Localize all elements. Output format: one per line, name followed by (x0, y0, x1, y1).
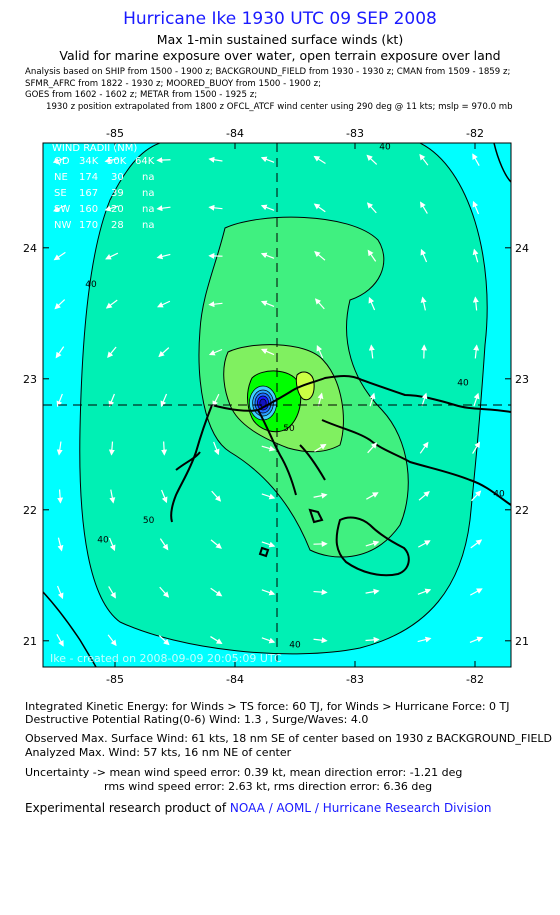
wind-radii-row-ne-64k: na (142, 172, 154, 183)
wind-radii-header-qd: QD (54, 156, 70, 167)
wind-radii-row-nw-64k: na (142, 220, 154, 231)
creation-watermark: Ike - created on 2008-09-09 20:05:09 UTC (50, 652, 282, 665)
x-tick-label-bottom: -85 (106, 673, 124, 686)
wind-radii-header-34k: 34K (79, 156, 99, 167)
contour-label: 40 (289, 640, 301, 650)
x-tick-label-top: -82 (466, 127, 484, 140)
y-tick-label-right: 24 (515, 242, 529, 255)
analyzed-max-wind-line: Analyzed Max. Wind: 57 kts, 16 nm NE of … (25, 746, 291, 759)
uncertainty-rms-line: rms wind speed error: 2.63 kt, rms direc… (104, 780, 432, 793)
wind-radii-row-se-50k: 39 (111, 188, 124, 199)
wind-radii-row-ne-34k: 174 (79, 172, 98, 183)
contour-label: 50 (283, 424, 295, 434)
y-tick-label-right: 22 (515, 504, 529, 517)
wind-vector (158, 160, 171, 161)
wind-radii-row-nw-50k: 28 (111, 220, 124, 231)
wind-radii-title: WIND RADII (NM) (52, 143, 137, 154)
contour-label: 40 (85, 280, 97, 290)
x-tick-label-bottom: -83 (346, 673, 364, 686)
wind-map-plot: 40 40 40 40 40 40 50 50 -85 -85 -84 -84 -83 -83 -82 -8… (0, 0, 560, 700)
contour-label: 40 (457, 378, 469, 388)
wind-radii-row-ne-50k: 30 (111, 172, 124, 183)
x-tick-label-bottom: -84 (226, 673, 244, 686)
destructive-potential-line: Destructive Potential Rating(0-6) Wind: … (25, 713, 368, 726)
x-tick-label-top: -84 (226, 127, 244, 140)
y-tick-label-left: 21 (23, 635, 37, 648)
wind-vector (314, 592, 327, 593)
wind-vector (164, 442, 165, 455)
x-tick-label-top: -83 (346, 127, 364, 140)
hrd-link[interactable]: NOAA / AOML / Hurricane Research Divisio… (230, 801, 492, 815)
wind-radii-row-se-64k: na (142, 188, 154, 199)
wind-radii-row-sw-quadrant: SW (54, 204, 70, 215)
ike-line: Integrated Kinetic Energy: for Winds > T… (25, 700, 510, 713)
y-tick-label-left: 23 (23, 373, 37, 386)
y-tick-label-left: 22 (23, 504, 37, 517)
contour-label: 40 (379, 143, 391, 153)
uncertainty-mean-line: Uncertainty -> mean wind speed error: 0.… (25, 766, 462, 779)
x-tick-label-bottom: -82 (466, 673, 484, 686)
contour-label: 50 (143, 516, 155, 526)
wind-radii-row-se-34k: 167 (79, 188, 98, 199)
wind-radii-header-50k: 50K (107, 156, 127, 167)
x-tick-label-top: -85 (106, 127, 124, 140)
wind-radii-header-64k: 64K (135, 156, 155, 167)
wind-radii-row-sw-64k: na (142, 204, 154, 215)
wind-radii-row-nw-quadrant: NW (54, 220, 71, 231)
contour-label: 40 (97, 536, 109, 546)
y-tick-label-right: 23 (515, 373, 529, 386)
y-tick-label-right: 21 (515, 635, 529, 648)
credit-prefix: Experimental research product of (25, 801, 230, 815)
wind-radii-row-ne-quadrant: NE (54, 172, 68, 183)
wind-radii-row-sw-34k: 160 (79, 204, 98, 215)
observed-max-wind-line: Observed Max. Surface Wind: 61 kts, 18 n… (25, 732, 552, 745)
credit-line: Experimental research product of NOAA / … (25, 801, 491, 815)
wind-radii-row-sw-50k: 20 (111, 204, 124, 215)
contour-label: 40 (493, 490, 505, 500)
wind-radii-row-nw-34k: 170 (79, 220, 98, 231)
y-tick-label-left: 24 (23, 242, 37, 255)
wind-radii-row-se-quadrant: SE (54, 188, 67, 199)
